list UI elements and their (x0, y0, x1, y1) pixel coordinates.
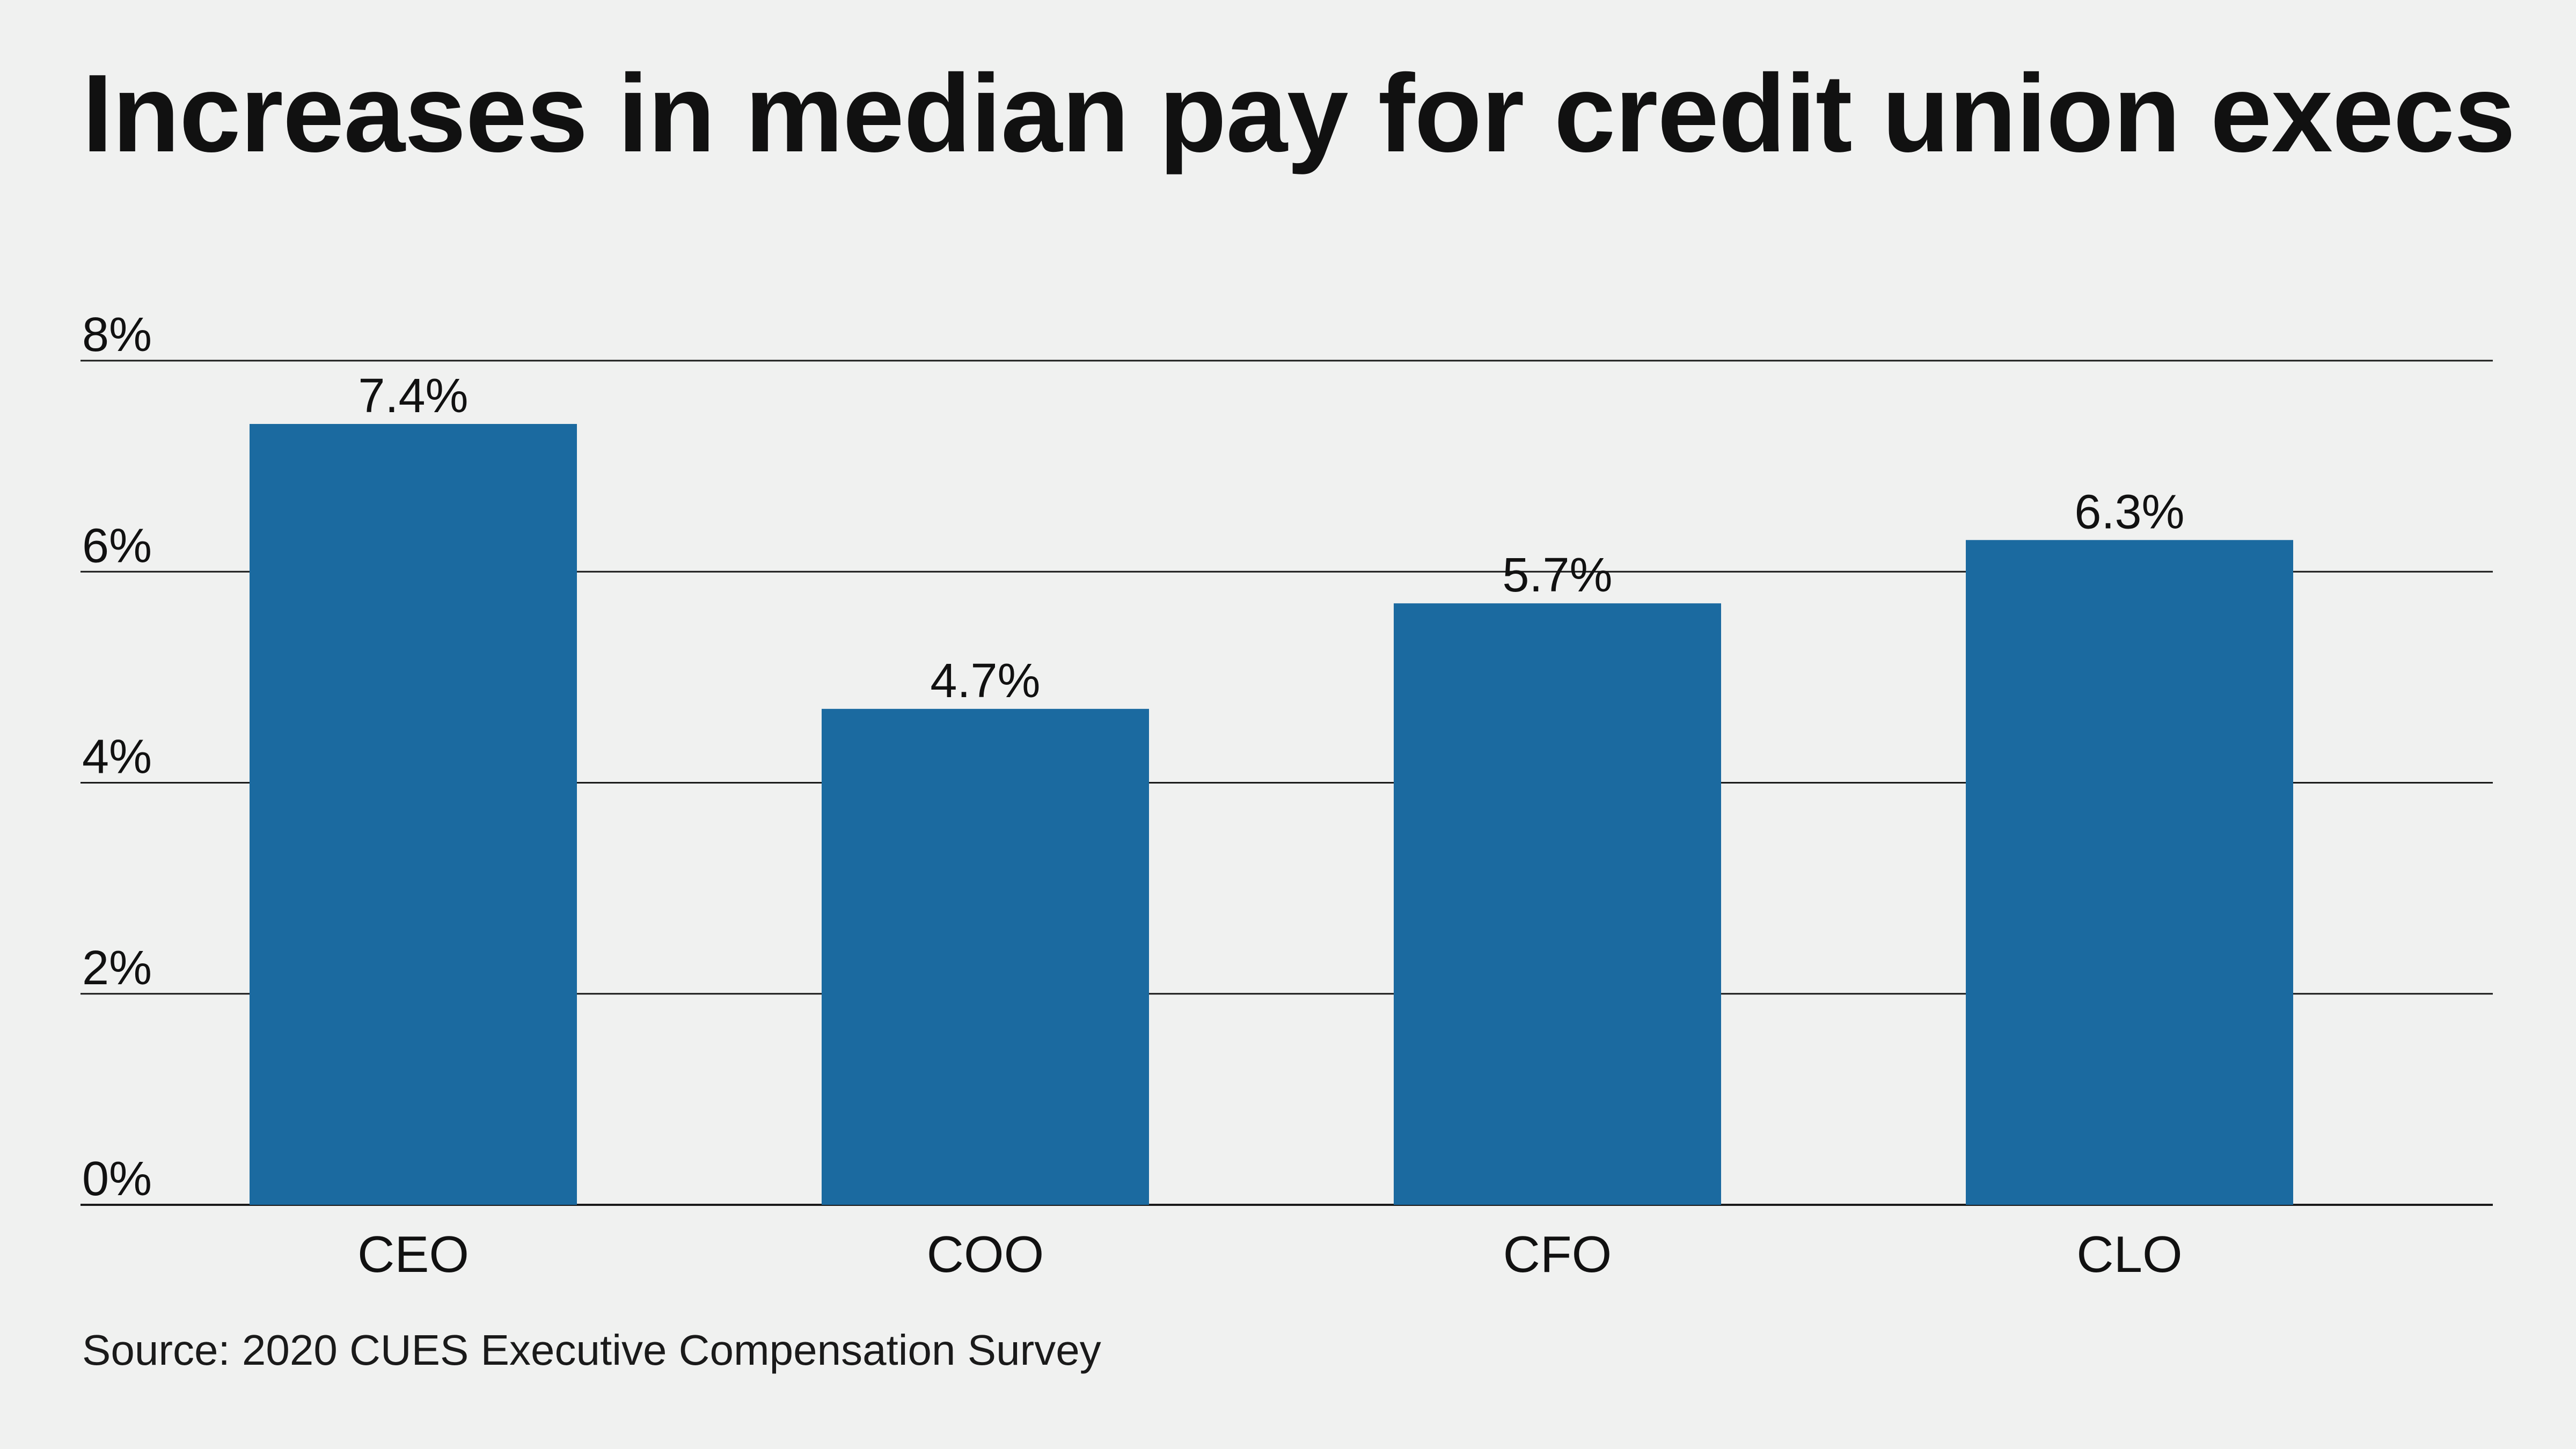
x-tick-label: CFO (1503, 1226, 1612, 1283)
bars (250, 423, 2293, 1205)
data-label: 4.7% (930, 654, 1040, 708)
chart-title: Increases in median pay for credit union… (82, 52, 2515, 175)
y-tick-label: 0% (82, 1152, 152, 1206)
x-tick-label: CEO (357, 1226, 469, 1283)
x-axis-tick-labels: CEO COO CFO CLO (357, 1226, 2183, 1283)
data-label: 6.3% (2074, 485, 2184, 539)
y-tick-label: 8% (82, 308, 152, 362)
bar (822, 708, 1149, 1205)
y-tick-label: 2% (82, 941, 152, 995)
y-axis-tick-labels: 0% 2% 4% 6% 8% (82, 308, 152, 1206)
bar (250, 423, 577, 1205)
x-tick-label: CLO (2076, 1226, 2182, 1283)
x-tick-label: COO (927, 1226, 1044, 1283)
data-label: 5.7% (1502, 548, 1612, 602)
source-note: Source: 2020 CUES Executive Compensation… (82, 1326, 1101, 1374)
bar (1394, 603, 1721, 1205)
y-tick-label: 4% (82, 730, 152, 784)
bar (1966, 540, 2293, 1205)
value-labels: 7.4% 4.7% 5.7% 6.3% (358, 369, 2184, 708)
y-tick-label: 6% (82, 519, 152, 573)
data-label: 7.4% (358, 369, 468, 423)
